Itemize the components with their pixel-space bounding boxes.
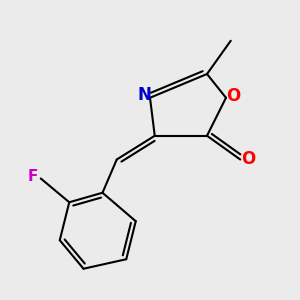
Text: F: F: [27, 169, 38, 184]
Text: O: O: [242, 151, 256, 169]
Text: O: O: [226, 87, 240, 105]
Text: N: N: [137, 86, 151, 104]
